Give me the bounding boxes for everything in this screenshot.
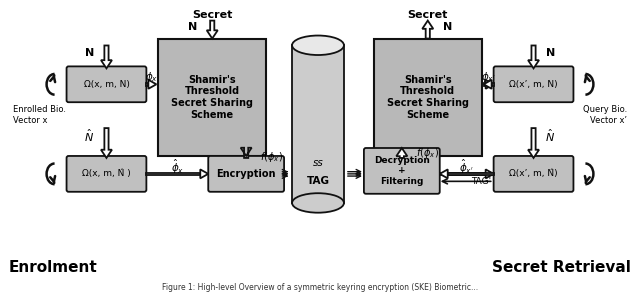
FancyBboxPatch shape <box>493 156 573 192</box>
FancyBboxPatch shape <box>208 156 284 192</box>
Text: Ω(x, m, N̂ ): Ω(x, m, N̂ ) <box>82 169 131 178</box>
Polygon shape <box>422 21 433 39</box>
Text: $\hat{\phi}_x$: $\hat{\phi}_x$ <box>171 158 184 176</box>
Text: Shamir's
Threshold
Secret Sharing
Scheme: Shamir's Threshold Secret Sharing Scheme <box>387 75 468 120</box>
Text: Shamir's
Threshold
Secret Sharing
Scheme: Shamir's Threshold Secret Sharing Scheme <box>172 75 253 120</box>
Bar <box>147 83 148 86</box>
FancyBboxPatch shape <box>364 148 440 194</box>
Text: Secret: Secret <box>408 10 448 20</box>
Polygon shape <box>486 169 493 178</box>
Text: N: N <box>85 48 94 58</box>
Text: Ω(x’, m, N): Ω(x’, m, N) <box>509 80 558 89</box>
Polygon shape <box>241 148 252 158</box>
Polygon shape <box>486 80 493 89</box>
Text: $\phi_x$: $\phi_x$ <box>145 70 158 84</box>
Text: Decryption
+
Filtering: Decryption + Filtering <box>374 156 429 186</box>
FancyBboxPatch shape <box>67 156 147 192</box>
Text: $\phi_{x'}$: $\phi_{x'}$ <box>481 70 496 84</box>
Polygon shape <box>528 128 539 158</box>
Text: $f(\phi_x)$: $f(\phi_x)$ <box>260 150 283 164</box>
Polygon shape <box>396 148 407 158</box>
Ellipse shape <box>292 35 344 55</box>
Ellipse shape <box>292 193 344 213</box>
Text: TAG': TAG' <box>472 177 492 186</box>
Bar <box>292 45 344 203</box>
Text: Ω(x’, m, N̂): Ω(x’, m, N̂) <box>509 169 558 178</box>
Polygon shape <box>484 80 492 89</box>
Text: TAG: TAG <box>307 176 330 186</box>
Text: $\hat{\phi}_{x'}$: $\hat{\phi}_{x'}$ <box>460 158 474 176</box>
Polygon shape <box>207 21 218 39</box>
Polygon shape <box>148 80 156 89</box>
FancyBboxPatch shape <box>67 66 147 102</box>
Text: Ω(x, m, N): Ω(x, m, N) <box>84 80 129 89</box>
Bar <box>440 173 486 175</box>
Text: $\hat{N}$: $\hat{N}$ <box>84 128 95 144</box>
Text: $f(\phi_x)$: $f(\phi_x)$ <box>416 146 439 160</box>
Text: $\hat{N}$: $\hat{N}$ <box>545 128 556 144</box>
Polygon shape <box>101 128 112 158</box>
Text: Query Bio.
Vector x’: Query Bio. Vector x’ <box>583 105 627 125</box>
Text: Secret Retrieval: Secret Retrieval <box>492 260 631 275</box>
Polygon shape <box>440 169 448 178</box>
Bar <box>374 39 482 156</box>
Polygon shape <box>101 45 112 68</box>
Bar <box>448 173 493 175</box>
Text: N: N <box>188 22 197 32</box>
Polygon shape <box>528 45 539 68</box>
Text: ss: ss <box>312 158 323 168</box>
FancyBboxPatch shape <box>493 66 573 102</box>
Bar <box>158 39 266 156</box>
Polygon shape <box>200 169 208 178</box>
Text: N: N <box>443 22 452 32</box>
Bar <box>147 173 200 175</box>
Text: Secret: Secret <box>192 10 232 20</box>
Bar <box>484 83 486 86</box>
Text: Enrolment: Enrolment <box>9 260 97 275</box>
Text: Figure 1: High-level Overview of a symmetric keyring encryption (SKE) Biometric.: Figure 1: High-level Overview of a symme… <box>162 283 478 292</box>
Text: Enrolled Bio.
Vector x: Enrolled Bio. Vector x <box>13 105 66 125</box>
Text: N: N <box>546 48 555 58</box>
Text: Encryption: Encryption <box>216 169 276 179</box>
Bar <box>492 83 493 86</box>
